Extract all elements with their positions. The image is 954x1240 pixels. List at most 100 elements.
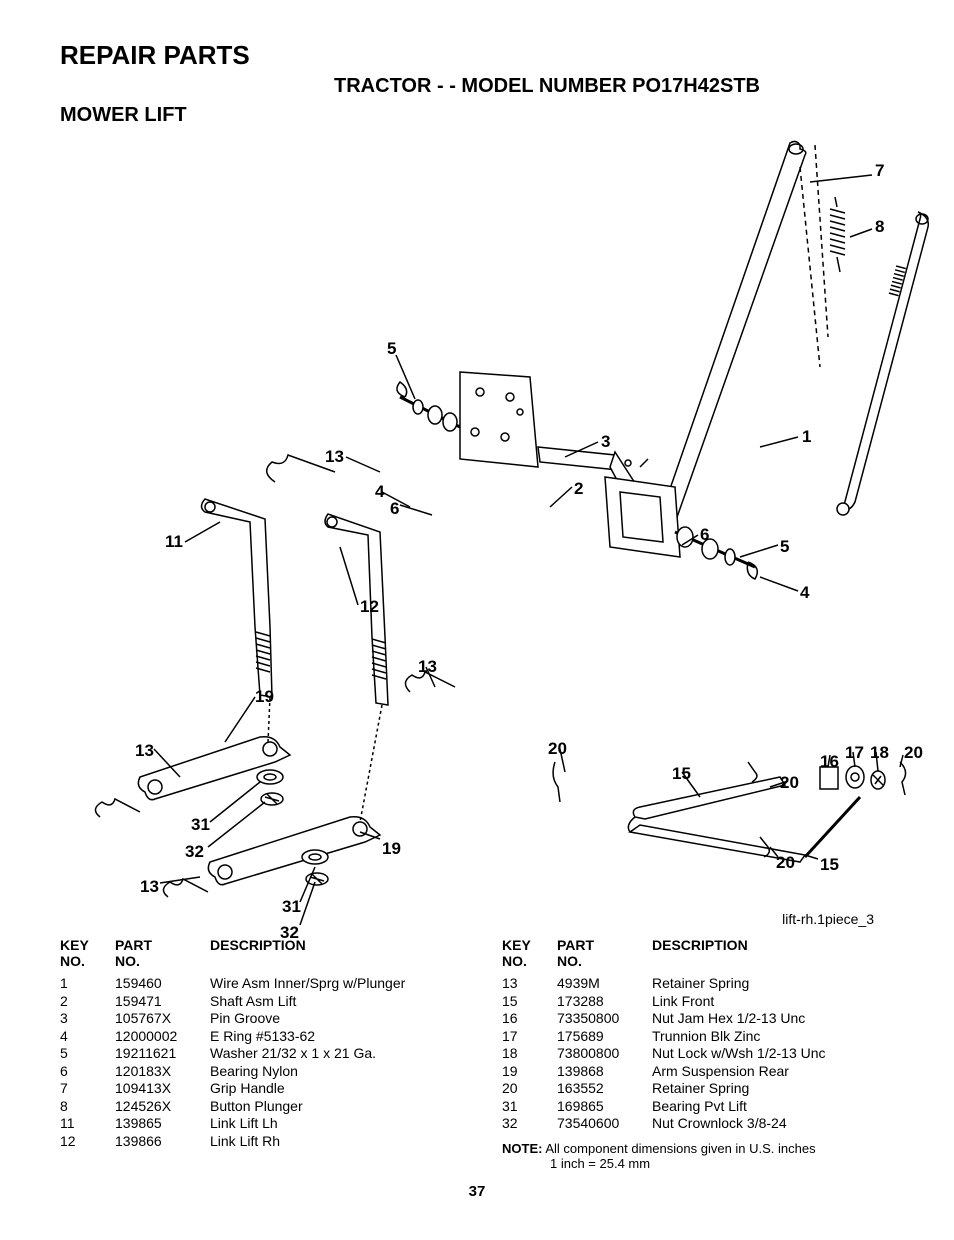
cell-part: 173288 xyxy=(557,993,652,1011)
cell-desc: Nut Jam Hex 1/2-13 Unc xyxy=(652,1010,894,1028)
subtitle: TRACTOR - - MODEL NUMBER PO17H42STB xyxy=(200,75,894,98)
table-row: 2159471Shaft Asm Lift xyxy=(60,993,452,1011)
cell-part: 12000002 xyxy=(115,1028,210,1046)
cell-desc: Pin Groove xyxy=(210,1010,452,1028)
callout-label: 13 xyxy=(325,447,344,467)
callout-label: 6 xyxy=(700,525,709,545)
cell-part: 19211621 xyxy=(115,1045,210,1063)
cell-part: 159460 xyxy=(115,975,210,993)
cell-key: 20 xyxy=(502,1080,557,1098)
cell-desc: Bearing Pvt Lift xyxy=(652,1098,894,1116)
diagram-caption: lift-rh.1piece_3 xyxy=(782,911,874,927)
table-row: 20163552Retainer Spring xyxy=(502,1080,894,1098)
callout-label: 1 xyxy=(802,427,811,447)
header-part: PARTNO. xyxy=(115,937,210,969)
cell-part: 175689 xyxy=(557,1028,652,1046)
cell-desc: Link Front xyxy=(652,993,894,1011)
cell-key: 1 xyxy=(60,975,115,993)
cell-desc: E Ring #5133-62 xyxy=(210,1028,452,1046)
cell-desc: Nut Crownlock 3/8-24 xyxy=(652,1115,894,1133)
table-row: 19139868Arm Suspension Rear xyxy=(502,1063,894,1081)
note-label: NOTE: xyxy=(502,1141,542,1156)
table-row: 134939MRetainer Spring xyxy=(502,975,894,993)
cell-part: 163552 xyxy=(557,1080,652,1098)
cell-part: 120183X xyxy=(115,1063,210,1081)
note: NOTE: All component dimensions given in … xyxy=(502,1141,894,1156)
callout-label: 8 xyxy=(875,217,884,237)
callout-label: 7 xyxy=(875,161,884,181)
cell-part: 139868 xyxy=(557,1063,652,1081)
callout-label: 20 xyxy=(548,739,567,759)
cell-key: 15 xyxy=(502,993,557,1011)
table-body: 134939MRetainer Spring15173288Link Front… xyxy=(502,975,894,1133)
header-key: KEYNO. xyxy=(502,937,557,969)
callout-label: 17 xyxy=(845,743,864,763)
table-header: KEYNO. PARTNO. DESCRIPTION xyxy=(60,937,452,969)
callout-label: 13 xyxy=(135,741,154,761)
cell-desc: Arm Suspension Rear xyxy=(652,1063,894,1081)
table-header: KEYNO. PARTNO. DESCRIPTION xyxy=(502,937,894,969)
main-title: REPAIR PARTS xyxy=(60,40,894,71)
callout-label: 20 xyxy=(780,773,799,793)
cell-desc: Link Lift Rh xyxy=(210,1133,452,1151)
cell-part: 159471 xyxy=(115,993,210,1011)
cell-part: 124526X xyxy=(115,1098,210,1116)
table-row: 519211621Washer 21/32 x 1 x 21 Ga. xyxy=(60,1045,452,1063)
callout-label: 4 xyxy=(375,482,384,502)
table-row: 12139866Link Lift Rh xyxy=(60,1133,452,1151)
header-desc: DESCRIPTION xyxy=(210,937,452,969)
cell-key: 16 xyxy=(502,1010,557,1028)
cell-desc: Trunnion Blk Zinc xyxy=(652,1028,894,1046)
cell-part: 105767X xyxy=(115,1010,210,1028)
cell-desc: Wire Asm Inner/Sprg w/Plunger xyxy=(210,975,452,993)
table-row: 31169865Bearing Pvt Lift xyxy=(502,1098,894,1116)
callout-label: 18 xyxy=(870,743,889,763)
cell-key: 32 xyxy=(502,1115,557,1133)
note-sub: 1 inch = 25.4 mm xyxy=(550,1156,894,1171)
callout-label: 11 xyxy=(165,532,183,552)
cell-key: 7 xyxy=(60,1080,115,1098)
cell-key: 8 xyxy=(60,1098,115,1116)
callout-label: 19 xyxy=(382,839,401,859)
table-row: 15173288Link Front xyxy=(502,993,894,1011)
parts-diagram xyxy=(60,137,930,927)
cell-desc: Nut Lock w/Wsh 1/2-13 Unc xyxy=(652,1045,894,1063)
callout-label: 20 xyxy=(904,743,923,763)
cell-part: 73540600 xyxy=(557,1115,652,1133)
table-body: 1159460Wire Asm Inner/Sprg w/Plunger2159… xyxy=(60,975,452,1150)
cell-part: 169865 xyxy=(557,1098,652,1116)
callout-label: 4 xyxy=(800,583,809,603)
table-row: 8124526XButton Plunger xyxy=(60,1098,452,1116)
cell-key: 11 xyxy=(60,1115,115,1133)
cell-desc: Washer 21/32 x 1 x 21 Ga. xyxy=(210,1045,452,1063)
diagram-area: 7851313246651141213191320171820161520313… xyxy=(60,137,894,927)
callout-label: 15 xyxy=(820,855,839,875)
table-row: 17175689Trunnion Blk Zinc xyxy=(502,1028,894,1046)
table-row: 11139865Link Lift Lh xyxy=(60,1115,452,1133)
callout-label: 31 xyxy=(191,815,210,835)
callout-label: 2 xyxy=(574,479,583,499)
cell-key: 31 xyxy=(502,1098,557,1116)
callout-label: 32 xyxy=(280,923,299,943)
callout-label: 3 xyxy=(601,432,610,452)
cell-desc: Button Plunger xyxy=(210,1098,452,1116)
cell-key: 17 xyxy=(502,1028,557,1046)
table-row: 1873800800Nut Lock w/Wsh 1/2-13 Unc xyxy=(502,1045,894,1063)
cell-desc: Link Lift Lh xyxy=(210,1115,452,1133)
callout-label: 12 xyxy=(360,597,379,617)
table-row: 412000002E Ring #5133-62 xyxy=(60,1028,452,1046)
cell-key: 12 xyxy=(60,1133,115,1151)
cell-part: 139866 xyxy=(115,1133,210,1151)
cell-part: 139865 xyxy=(115,1115,210,1133)
cell-desc: Grip Handle xyxy=(210,1080,452,1098)
note-text: All component dimensions given in U.S. i… xyxy=(545,1141,815,1156)
parts-table-right: KEYNO. PARTNO. DESCRIPTION 134939MRetain… xyxy=(502,937,894,1171)
callout-label: 16 xyxy=(820,752,839,772)
cell-desc: Retainer Spring xyxy=(652,975,894,993)
header-part: PARTNO. xyxy=(557,937,652,969)
cell-desc: Retainer Spring xyxy=(652,1080,894,1098)
cell-desc: Shaft Asm Lift xyxy=(210,993,452,1011)
table-row: 3105767XPin Groove xyxy=(60,1010,452,1028)
table-row: 1673350800Nut Jam Hex 1/2-13 Unc xyxy=(502,1010,894,1028)
callout-label: 6 xyxy=(390,499,399,519)
